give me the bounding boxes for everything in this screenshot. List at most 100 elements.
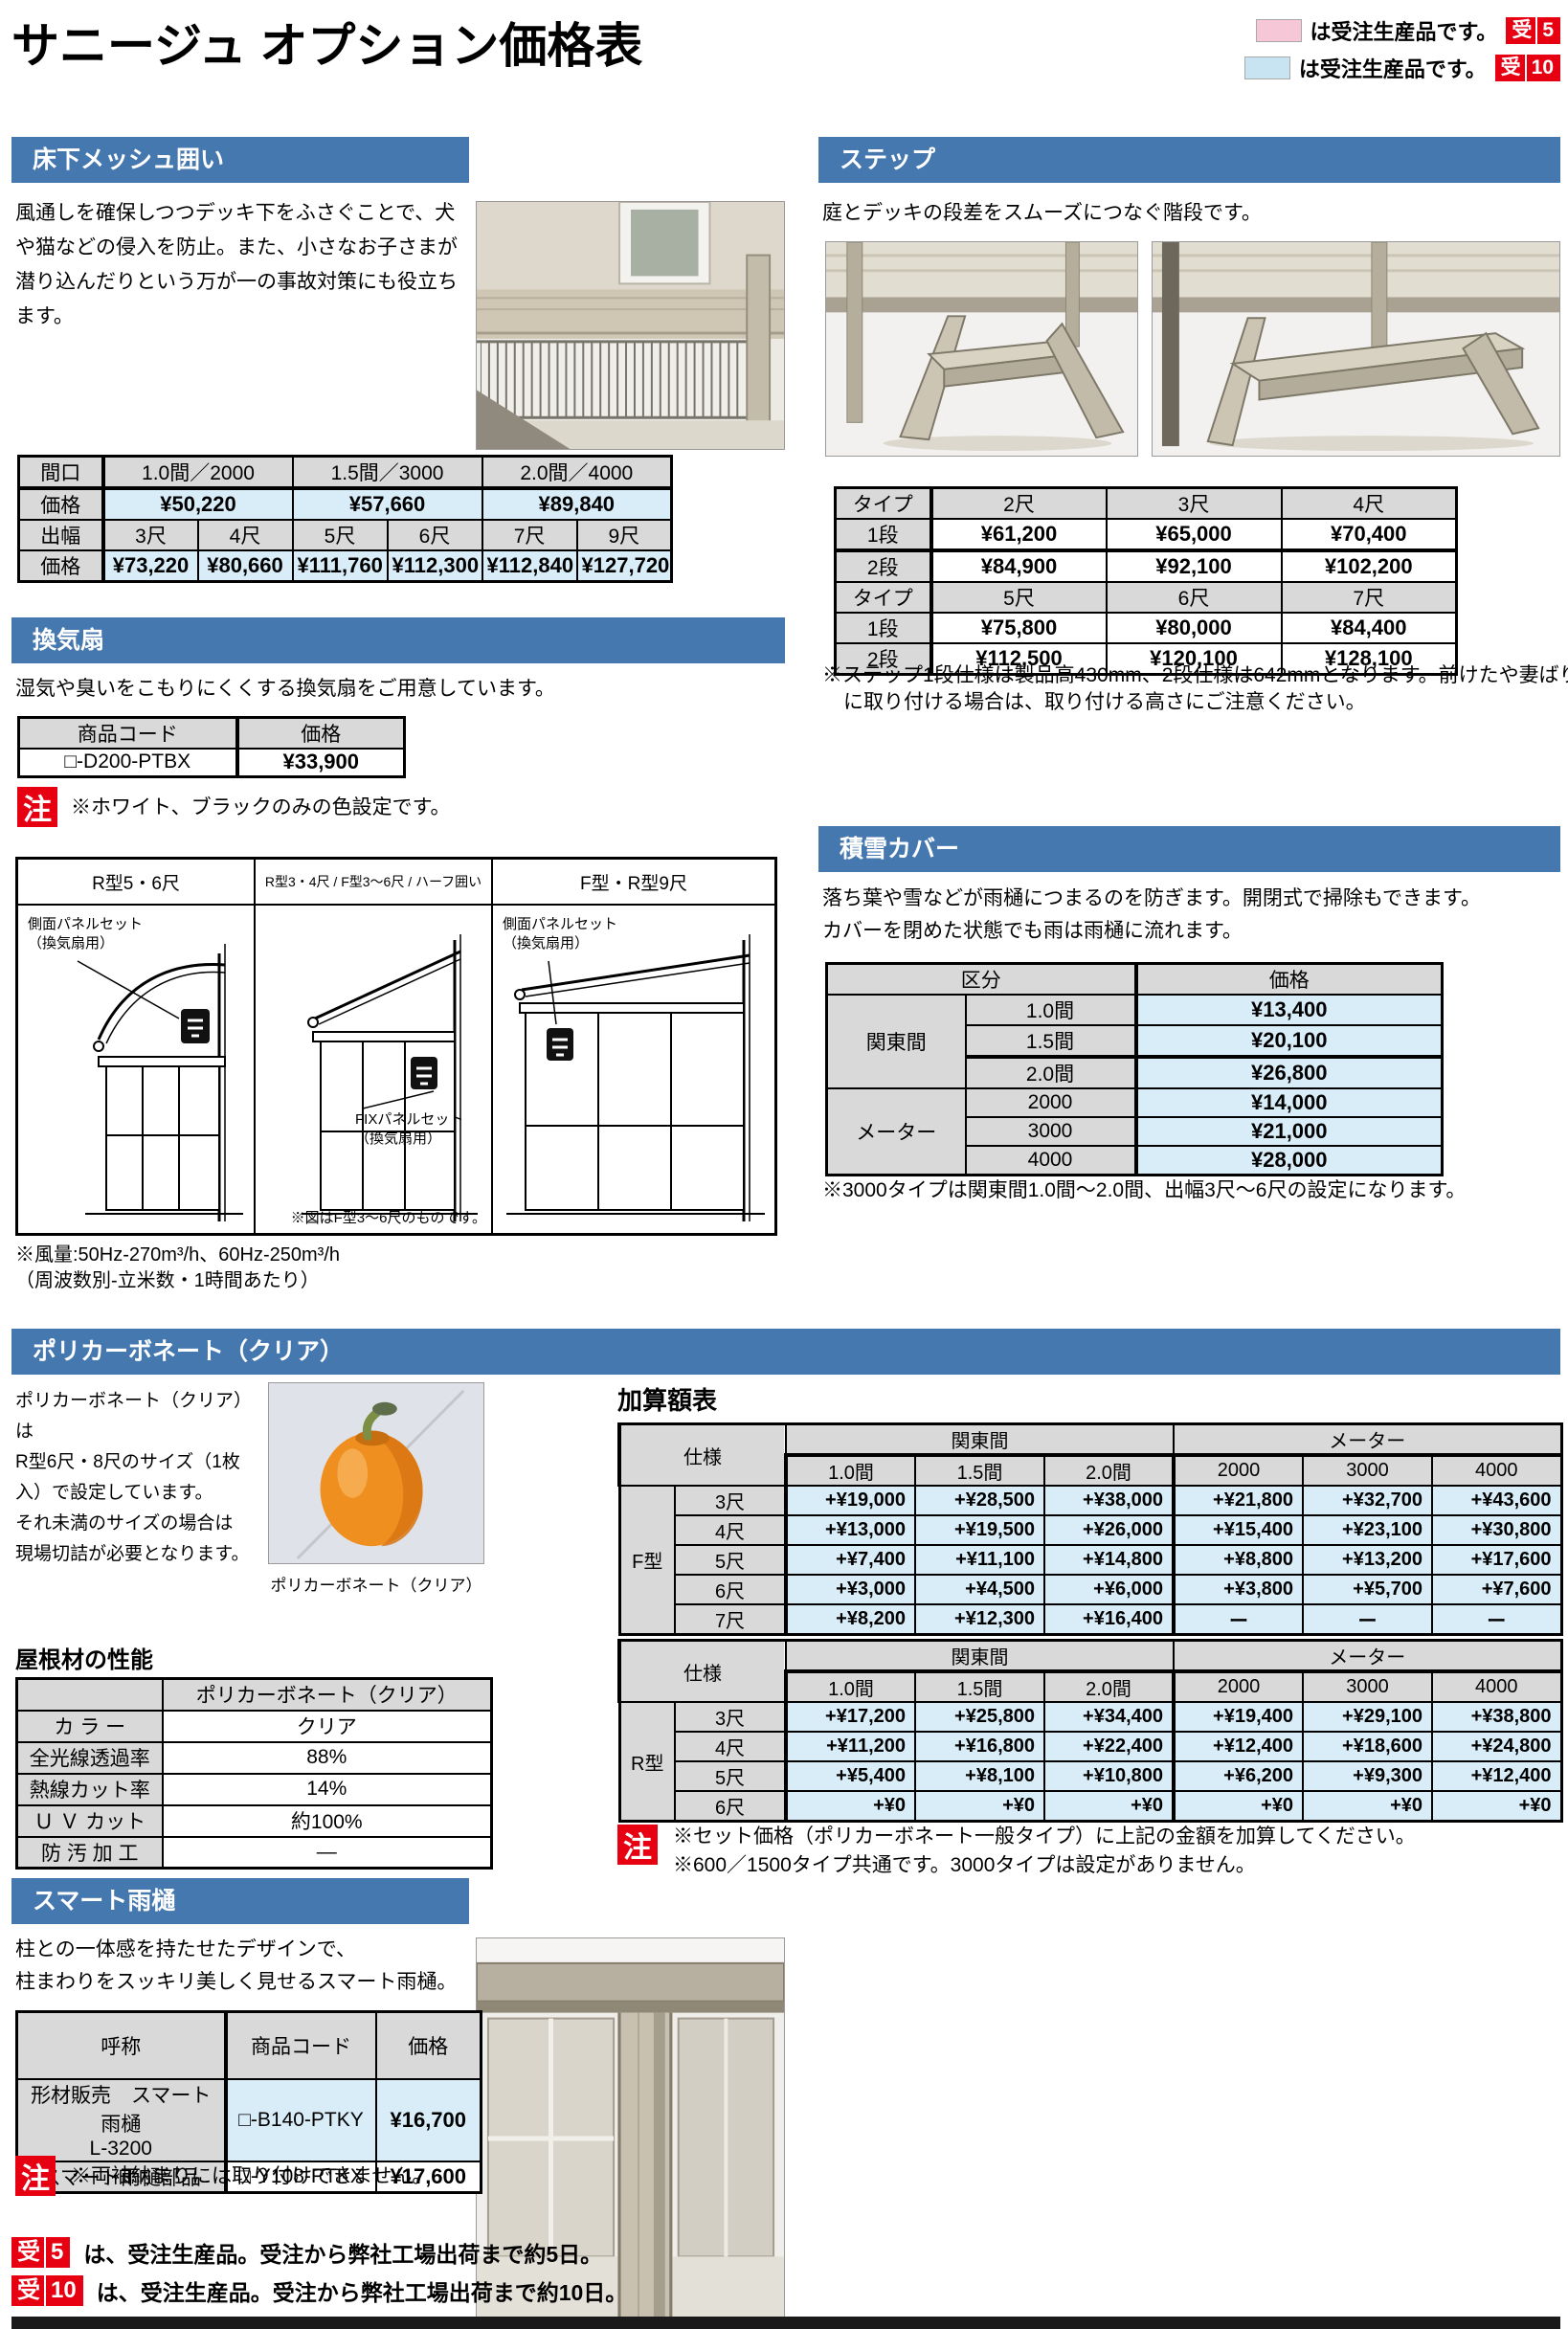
header-cell: 価格 xyxy=(17,486,104,521)
page-title: サニージュ オプション価格表 xyxy=(11,19,643,73)
badge-kanji: 受 xyxy=(1506,17,1538,44)
diagram-body-2: FIXパネルセット （換気扇用） ※図はF型3～6尺のものです。 xyxy=(256,906,491,1233)
header-cell: 3000 xyxy=(1302,1669,1434,1703)
section-title-step: ステップ xyxy=(818,137,1560,183)
table-row: 区分 価格 xyxy=(825,962,1444,996)
value-cell: +¥25,800 xyxy=(914,1701,1045,1733)
value-cell: +¥38,000 xyxy=(1042,1485,1176,1516)
header-cell: 2000 xyxy=(964,1087,1137,1118)
footer-line-10days: 受 10 は、受注生産品。受注から弊社工場出荷まで約10日。 xyxy=(11,2274,627,2307)
value-cell: +¥8,800 xyxy=(1172,1544,1305,1576)
diagram-header-3: F型・R型9尺 xyxy=(493,860,774,906)
note-badge: 注 xyxy=(17,787,57,827)
table-row: 4尺 +¥13,000 +¥19,500 +¥26,000 +¥15,400 +¥23,1… xyxy=(619,1514,1563,1546)
legend-text: は受注生産品です。 xyxy=(1298,57,1487,81)
addition-table-title: 加算額表 xyxy=(617,1386,718,1415)
gutter-description: 柱との一体感を持たせたデザインで、 柱まわりをスッキリ美しく見せるスマート雨樋。 xyxy=(15,1938,458,1993)
header-cell: タイプ xyxy=(834,581,932,614)
header-cell: 1.0間／2000 xyxy=(101,455,294,489)
value-cell: +¥0 xyxy=(784,1790,916,1823)
value-cell: □-D200-PTBX xyxy=(17,748,238,777)
step-note: ※ステップ1段仕様は製品高430mm、2段仕様は642mmとなります。前けたや妻… xyxy=(822,664,1568,713)
value-cell: +¥9,300 xyxy=(1302,1760,1434,1792)
table-row: 6尺 +¥3,000 +¥4,500 +¥6,000 +¥3,800 +¥5,700 +¥7… xyxy=(619,1574,1563,1605)
table-row: 1.0間 1.5間 2.0間 2000 3000 4000 xyxy=(619,1453,1563,1487)
value-cell: +¥0 xyxy=(1302,1790,1434,1823)
value-cell: ¥127,720 xyxy=(575,549,673,583)
value-cell: +¥28,500 xyxy=(914,1485,1045,1516)
snow-description: 落ち葉や雪などが雨樋につまるのを防ぎます。開閉式で掃除もできます。 カバーを閉め… xyxy=(822,887,1481,942)
value-cell: +¥3,800 xyxy=(1172,1574,1305,1605)
header-cell: 価格 xyxy=(374,2010,482,2080)
value-cell: ― xyxy=(161,1835,493,1870)
value-cell: ¥26,800 xyxy=(1133,1055,1444,1089)
header-cell: Ｕ Ｖ カット xyxy=(15,1803,164,1838)
r-type-addition-table: 仕様 関東間 メーター 1.0間 1.5間 2.0間 2000 3000 4000 R型 3尺 +¥1… xyxy=(617,1639,1563,1823)
table-row: ポリカーボネート（クリア） xyxy=(15,1677,493,1712)
section-title-gutter: スマート雨樋 xyxy=(11,1878,469,1924)
badge-kanji: 受 xyxy=(1495,55,1527,81)
header-cell: 2.0間 xyxy=(1042,1453,1176,1487)
header-cell: 2.0間 xyxy=(964,1055,1137,1089)
value-cell: +¥30,800 xyxy=(1431,1514,1563,1546)
table-row: 1段 ¥61,200 ¥65,000 ¥70,400 xyxy=(834,518,1458,551)
r56-line-drawing xyxy=(77,944,243,1221)
diagram-header-1: R型5・6尺 xyxy=(18,860,254,906)
header-cell: F型 xyxy=(618,1485,676,1636)
table-row: 2段 ¥84,900 ¥92,100 ¥102,200 xyxy=(834,549,1458,583)
header-cell: 3尺 xyxy=(674,1485,787,1516)
value-cell: ¥89,840 xyxy=(481,486,673,521)
header-cell: 価格 xyxy=(17,549,104,583)
header-cell: メーター xyxy=(1173,1639,1563,1672)
section-title-snow: 積雪カバー xyxy=(818,826,1560,872)
value-cell: +¥5,700 xyxy=(1302,1574,1434,1605)
value-cell: ¥21,000 xyxy=(1133,1116,1444,1147)
header-cell: 商品コード xyxy=(223,2010,377,2080)
value-cell: +¥6,200 xyxy=(1172,1760,1305,1792)
value-cell: ¥84,900 xyxy=(929,549,1108,583)
value-cell: ¥128,100 xyxy=(1280,642,1458,676)
table-row: 7尺 +¥8,200 +¥12,300 +¥16,400 ーーー xyxy=(619,1603,1563,1636)
badge-num: 10 xyxy=(51,2277,77,2303)
header-cell: 1.0間 xyxy=(784,1669,916,1703)
note-badge: 注 xyxy=(15,2156,56,2196)
header-cell: 呼称 xyxy=(15,2010,227,2080)
value-cell: +¥10,800 xyxy=(1042,1760,1176,1792)
value-cell: ¥111,760 xyxy=(291,549,389,583)
value-cell: ¥112,300 xyxy=(386,549,483,583)
step-2dan-image xyxy=(1153,242,1559,456)
table-row: 1段 ¥75,800 ¥80,000 ¥84,400 xyxy=(834,612,1458,644)
value-cell: +¥12,300 xyxy=(914,1603,1045,1636)
roof-performance-title: 屋根材の性能 xyxy=(15,1647,153,1673)
header-cell: 2段 xyxy=(834,549,932,583)
value-cell: +¥23,100 xyxy=(1302,1514,1434,1546)
value-cell: +¥17,600 xyxy=(1431,1544,1563,1576)
table-row: 熱線カット率 14% xyxy=(15,1772,493,1806)
value-cell: +¥19,400 xyxy=(1172,1701,1305,1733)
header-cell: 1.0間 xyxy=(784,1453,916,1487)
header-cell: 熱線カット率 xyxy=(15,1772,164,1806)
table-row: □-D200-PTBX ¥33,900 xyxy=(17,748,406,777)
value-cell: ¥102,200 xyxy=(1280,549,1458,583)
value-cell: +¥17,200 xyxy=(784,1701,916,1733)
value-cell: +¥3,000 xyxy=(784,1574,916,1605)
header-cell: 5尺 xyxy=(674,1544,787,1576)
header-cell: 2.0間／4000 xyxy=(481,455,673,489)
header-cell: 1.5間 xyxy=(914,1669,1045,1703)
value-cell: +¥29,100 xyxy=(1302,1701,1434,1733)
value-cell: ¥61,200 xyxy=(929,518,1108,551)
header-cell: 1.5間 xyxy=(914,1453,1045,1487)
mesh-price-table: 間口 1.0間／2000 1.5間／3000 2.0間／4000 価格 ¥50,220 ¥5… xyxy=(17,455,674,583)
header-cell: 仕様 xyxy=(617,1422,787,1487)
value-cell: +¥22,400 xyxy=(1042,1731,1176,1762)
table-row: カ ラ ークリア xyxy=(15,1709,493,1743)
header-cell: 7尺 xyxy=(1280,581,1458,614)
value-cell: ¥50,220 xyxy=(101,486,294,521)
header-cell: 4000 xyxy=(1431,1669,1563,1703)
step-description: 庭とデッキの段差をスムーズにつなぐ階段です。 xyxy=(822,202,1262,224)
value-cell: ¥28,000 xyxy=(1133,1145,1444,1176)
header-cell: 4尺 xyxy=(674,1514,787,1546)
